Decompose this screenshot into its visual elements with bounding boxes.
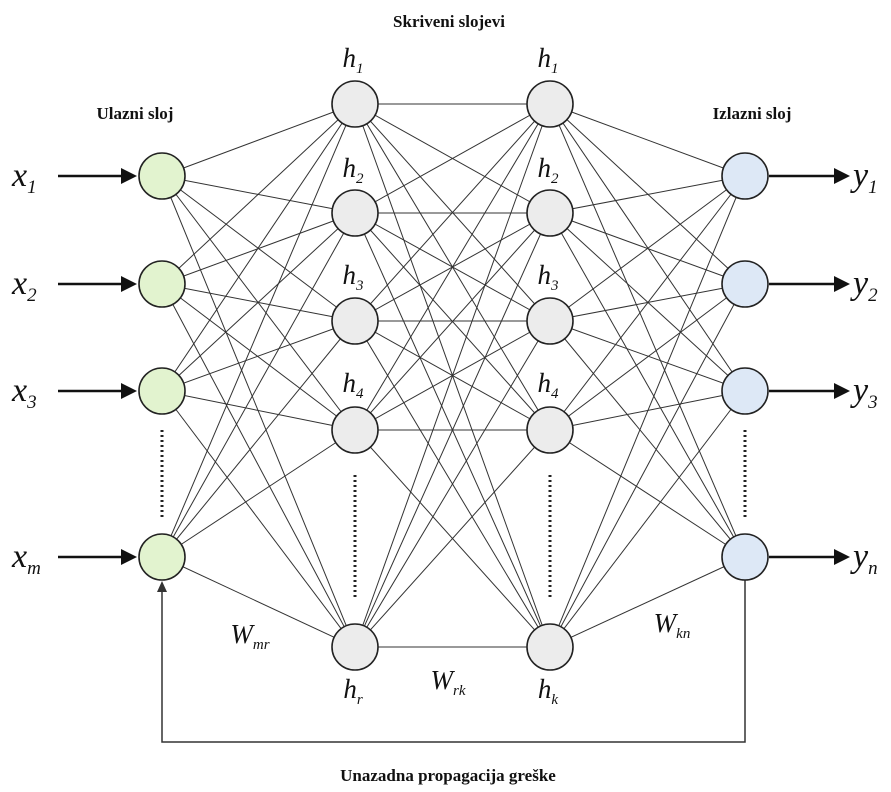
hidden1-neuron [331,297,379,345]
edge-hidden2-output [549,320,746,392]
output-arrow-head [834,383,850,399]
hidden2-neuron [526,297,574,345]
output-label: y3 [850,372,878,413]
edge-hidden2-output [549,283,746,431]
hidden1-label: h4 [343,368,365,402]
hidden2-neuron [526,189,574,237]
edge-hidden2-output [549,175,746,648]
neurons [138,80,769,671]
hidden1-neuron [331,80,379,128]
hidden2-label: h4 [538,368,560,402]
input-label: x2 [11,265,37,306]
edge-hidden2-output [549,429,746,558]
edge-hidden2-output [549,103,746,392]
edge-hidden1-hidden2 [354,103,551,322]
edge-input-hidden1 [161,212,356,285]
edge-hidden2-output [549,212,746,558]
hidden2-neuron [526,80,574,128]
edge-hidden1-hidden2 [354,212,551,648]
edge-hidden2-output [549,175,746,214]
input-neuron [138,152,186,200]
hidden2-label: h1 [538,43,559,77]
input-neuron [138,533,186,581]
input-label: x3 [11,372,37,413]
hidden1-label: h3 [343,260,364,294]
edge-hidden2-output [549,320,746,558]
weight-label-rk: Wrk [431,665,466,699]
weight-label-mr: Wmr [230,619,269,653]
hidden1-label: h2 [343,153,365,187]
hidden1-neuron [331,189,379,237]
edge-input-hidden1 [161,103,356,177]
backprop-title: Unazadna propagacija greške [340,766,556,785]
input-arrow-head [121,168,137,184]
edge-input-hidden1 [161,212,356,392]
output-arrow-head [834,168,850,184]
edge-hidden2-output [549,175,746,431]
hidden2-neuron [526,406,574,454]
hidden1-neuron [331,623,379,671]
edge-hidden1-hidden2 [354,429,551,648]
output-neuron [721,152,769,200]
edge-input-hidden1 [161,429,356,558]
edge-input-hidden1 [161,320,356,558]
backprop-arrowhead [157,581,167,592]
edge-hidden2-output [549,175,746,322]
edge-hidden1-hidden2 [354,212,551,431]
edge-hidden2-output [549,103,746,558]
edge-input-hidden1 [161,212,356,558]
input-arrow-head [121,549,137,565]
annotations: x1 x2 x3 xm y1 y2 y3 yn h1 h2 h3 h4 hr h1 h2 h3 h4 hk Wmr W… [11,43,878,743]
edge-input-hidden1 [161,556,356,648]
hidden2-label: hk [538,674,559,708]
connection-lines [161,103,746,648]
edge-hidden1-hidden2 [354,103,551,214]
hidden1-label: hr [343,674,363,708]
edge-hidden1-hidden2 [354,103,551,431]
hidden1-neuron [331,406,379,454]
output-neuron [721,533,769,581]
edge-input-hidden1 [161,320,356,392]
edge-hidden1-hidden2 [354,103,551,648]
edge-input-hidden1 [161,103,356,285]
input-neuron [138,367,186,415]
output-label: yn [850,538,878,579]
edge-input-hidden1 [161,390,356,431]
hidden2-label: h3 [538,260,559,294]
hidden-layers-title: Skriveni slojevi [393,12,505,31]
edge-hidden2-output [549,103,746,177]
backprop-path [161,580,746,743]
edge-input-hidden1 [161,103,356,558]
hidden2-neuron [526,623,574,671]
input-neuron [138,260,186,308]
output-neuron [721,367,769,415]
edge-input-hidden1 [161,390,356,648]
output-arrow-head [834,276,850,292]
input-arrow-head [121,383,137,399]
weight-label-kn: Wkn [654,608,691,642]
edge-input-hidden1 [161,283,356,648]
hidden1-label: h1 [343,43,364,77]
input-label: xm [11,538,41,579]
output-label: y1 [850,157,878,198]
edge-input-hidden1 [161,103,356,392]
edge-hidden1-hidden2 [354,320,551,648]
output-label: y2 [850,265,878,306]
input-label: x1 [11,157,37,198]
output-neuron [721,260,769,308]
edge-hidden2-output [549,283,746,648]
edge-hidden2-output [549,390,746,648]
output-arrow-head [834,549,850,565]
input-arrow-head [121,276,137,292]
input-layer-title: Ulazni sloj [97,104,174,123]
hidden2-label: h2 [538,153,560,187]
edge-input-hidden1 [161,283,356,431]
output-layer-title: Izlazni sloj [713,104,792,123]
edge-hidden2-output [549,556,746,648]
